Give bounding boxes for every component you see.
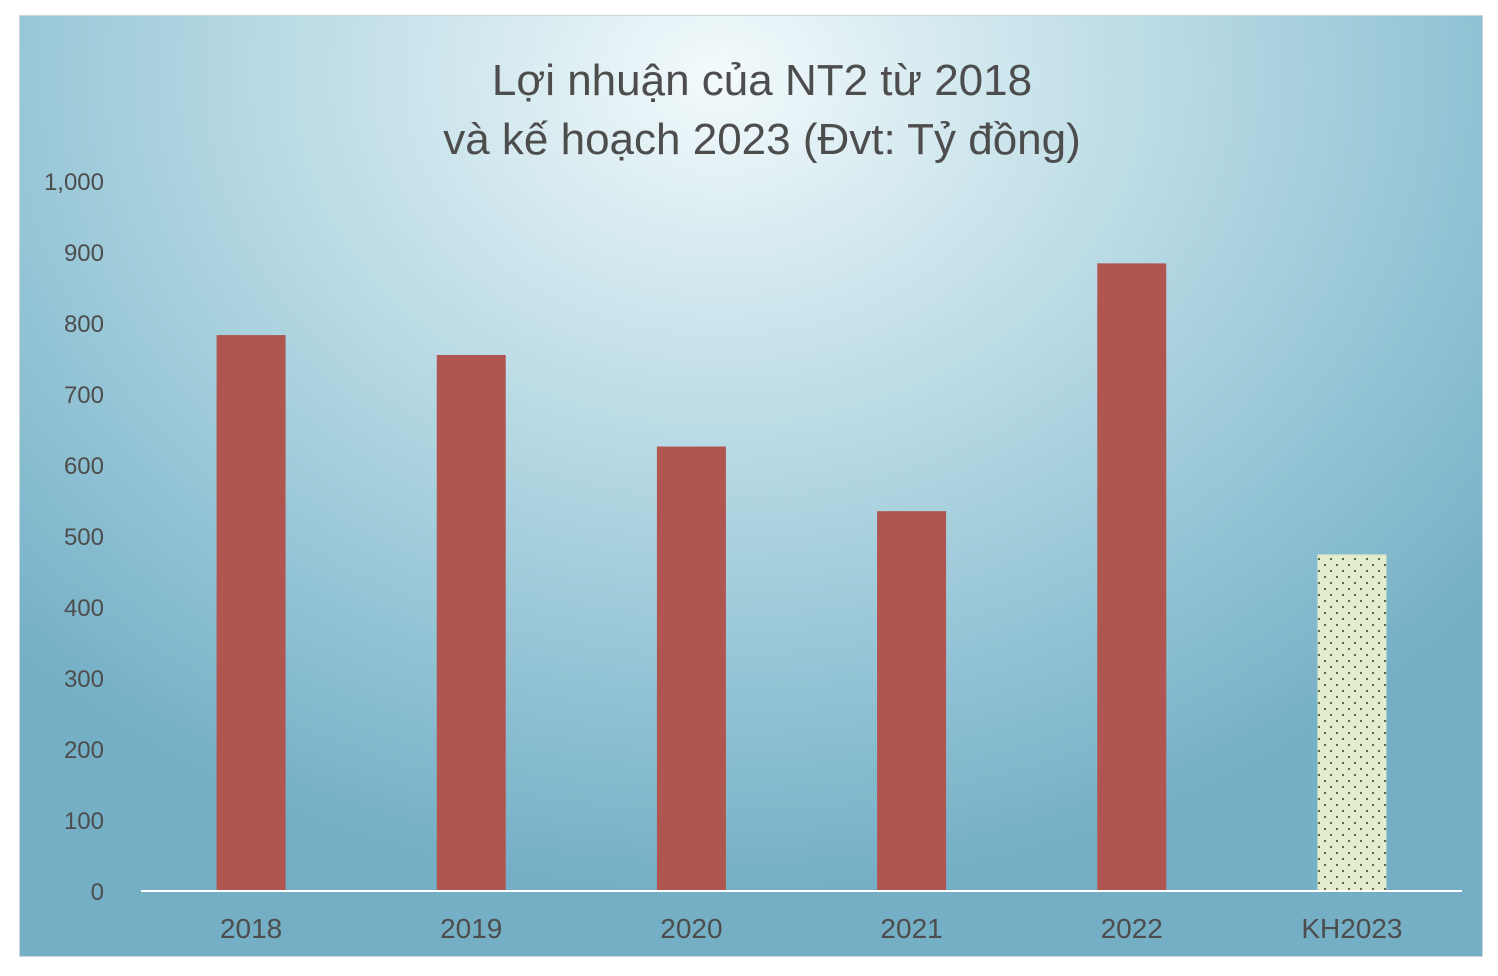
bar-2020 [656,446,726,891]
y-tick-label: 300 [64,666,104,693]
y-tick-label: 100 [64,808,104,835]
y-tick-label: 400 [64,595,104,622]
x-tick-label: KH2023 [1301,913,1402,944]
x-tick-label: 2018 [220,913,282,944]
x-tick-label: 2020 [660,913,722,944]
y-axis-tick-labels: 0 100 200 300 400 500 600 700 800 900 1,000 [44,169,104,906]
chart-frame: Lợi nhuận của NT2 từ 2018 và kế hoạch 20… [19,15,1483,957]
y-tick-label: 500 [64,524,104,551]
y-tick-label: 700 [64,382,104,409]
bar-2019 [436,354,506,891]
bars [216,263,1387,891]
bar-plan-KH2023 [1317,554,1387,891]
chart-title-line-2: và kế hoạch 2023 (Đvt: Tỷ đồng) [443,115,1081,164]
x-tick-label: 2019 [440,913,502,944]
x-tick-label: 2021 [880,913,942,944]
x-tick-label: 2022 [1101,913,1163,944]
bar-2022 [1097,263,1167,891]
y-tick-label: 800 [64,311,104,338]
y-tick-label: 600 [64,453,104,480]
chart-title-line-1: Lợi nhuận của NT2 từ 2018 [492,56,1032,105]
bar-2021 [877,511,947,891]
y-tick-label: 900 [64,240,104,267]
y-tick-label: 200 [64,737,104,764]
x-axis-tick-labels: 2018 2019 2020 2021 2022 KH2023 [220,913,1403,944]
bar-chart: Lợi nhuận của NT2 từ 2018 và kế hoạch 20… [44,56,1462,944]
y-tick-label: 0 [91,879,104,906]
y-tick-label: 1,000 [44,169,104,196]
bar-2018 [216,335,286,891]
